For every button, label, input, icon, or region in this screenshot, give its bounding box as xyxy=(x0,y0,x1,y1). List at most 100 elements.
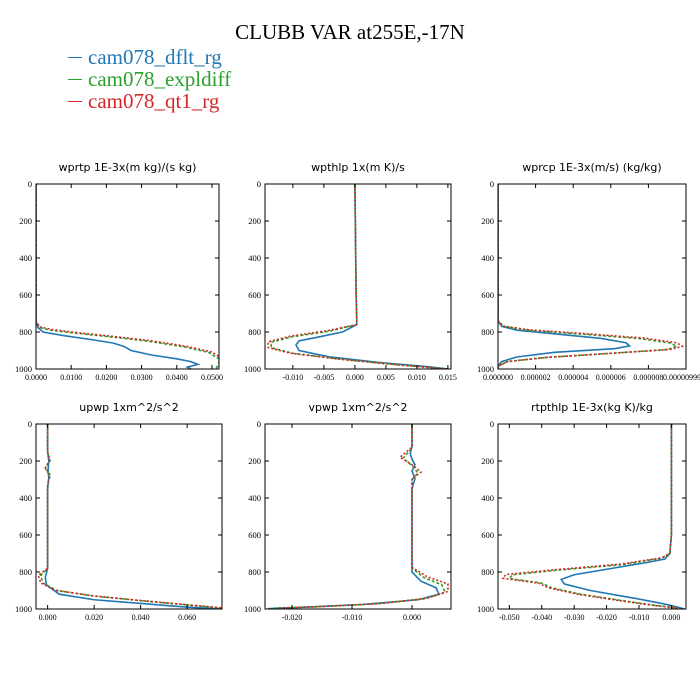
y-tick-label: 800 xyxy=(19,327,32,337)
y-tick-label: 0 xyxy=(257,419,261,429)
y-tick-label: 200 xyxy=(19,216,32,226)
x-tick-label: 0.000004 xyxy=(558,373,588,382)
legend-swatch-1 xyxy=(68,56,82,58)
x-tick-label: -0.050 xyxy=(499,613,520,622)
y-tick-label: 600 xyxy=(481,290,494,300)
panel-title: wprtp 1E-3x(m kg)/(s kg) xyxy=(59,161,197,174)
panel-upwp: upwp 1xm^2/s^2 0 200 400 600 800 1000 0.000 0.02… xyxy=(15,401,223,622)
panel-title: upwp 1xm^2/s^2 xyxy=(79,401,179,414)
plot-frame xyxy=(497,183,687,370)
series-line-cam078_qt1_rg xyxy=(36,184,219,369)
y-tick-label: 600 xyxy=(248,530,261,540)
panel-title: rtpthlp 1E-3x(kg K)/kg xyxy=(531,401,653,414)
y-tick-label: 0 xyxy=(28,419,32,429)
series-line-cam078_dflt_rg xyxy=(36,184,201,369)
panel-title: wprcp 1E-3x(m/s) (kg/kg) xyxy=(522,161,661,174)
series-line-cam078_qt1_rg xyxy=(501,424,678,609)
y-tick-label: 400 xyxy=(248,253,261,263)
x-tick-label: 0.000006 xyxy=(596,373,626,382)
y-tick-label: 600 xyxy=(481,530,494,540)
y-tick-label: 0 xyxy=(28,179,32,189)
x-tick-label: 0.0200 xyxy=(95,373,117,382)
series-line-cam078_expldiff xyxy=(39,424,222,609)
legend-swatch-3 xyxy=(68,100,82,102)
series-line-cam078_qt1_rg xyxy=(498,184,685,369)
legend-swatch-2 xyxy=(68,78,82,80)
x-tick-label: 0.015 xyxy=(439,373,457,382)
legend-entry-3: cam078_qt1_rg xyxy=(68,90,231,112)
series-line-cam078_expldiff xyxy=(36,184,219,369)
figure-title: CLUBB VAR at255E,-17N xyxy=(235,20,465,44)
y-tick-label: 800 xyxy=(19,567,32,577)
y-tick-label: 600 xyxy=(248,290,261,300)
y-tick-label: 200 xyxy=(481,456,494,466)
y-tick-label: 200 xyxy=(248,456,261,466)
x-tick-label: 0.0500 xyxy=(201,373,223,382)
plot-frame xyxy=(497,423,687,610)
panel-title: wpthlp 1x(m K)/s xyxy=(311,161,405,174)
series-line-cam078_qt1_rg xyxy=(37,424,222,609)
legend-label-1: cam078_dflt_rg xyxy=(88,45,222,69)
series-line-cam078_expldiff xyxy=(270,184,448,369)
series-line-cam078_dflt_rg xyxy=(44,424,222,609)
panel-wpthlp: wpthlp 1x(m K)/s 0 200 400 600 800 1000 -0.010 -… xyxy=(244,161,457,382)
x-tick-label: 0.0000 xyxy=(25,373,47,382)
y-tick-label: 600 xyxy=(19,290,32,300)
series-line-cam078_dflt_rg xyxy=(295,184,448,369)
x-tick-label: 0.000002 xyxy=(521,373,551,382)
plot-frame xyxy=(35,423,223,610)
y-tick-label: 0 xyxy=(490,179,494,189)
x-tick-label: 0.000 xyxy=(39,613,57,622)
legend: cam078_dflt_rg cam078_expldiff cam078_qt… xyxy=(68,46,231,112)
panel-rtpthlp: rtpthlp 1E-3x(kg K)/kg02004006008001000-… xyxy=(477,401,687,622)
x-tick-label: -0.020 xyxy=(282,613,303,622)
x-tick-label: 0.0000099999 xyxy=(663,373,700,382)
y-tick-label: 400 xyxy=(19,493,32,503)
y-tick-label: 400 xyxy=(19,253,32,263)
y-tick-label: 1000 xyxy=(477,364,494,374)
panel-title: vpwp 1xm^2/s^2 xyxy=(308,401,407,414)
y-tick-label: 0 xyxy=(257,179,261,189)
x-tick-label: -0.010 xyxy=(629,613,650,622)
x-tick-label: 0.000000 xyxy=(483,373,513,382)
x-tick-label: 0.000008 xyxy=(633,373,663,382)
legend-entry-1: cam078_dflt_rg xyxy=(68,46,231,68)
series-line-cam078_expldiff xyxy=(507,424,678,609)
y-tick-label: 800 xyxy=(481,567,494,577)
x-tick-label: -0.040 xyxy=(531,613,552,622)
legend-entry-2: cam078_expldiff xyxy=(68,68,231,90)
y-tick-label: 1000 xyxy=(244,364,261,374)
y-tick-label: 200 xyxy=(19,456,32,466)
x-tick-label: 0.0100 xyxy=(60,373,82,382)
x-tick-label: 0.0400 xyxy=(166,373,188,382)
x-tick-label: 0.010 xyxy=(408,373,426,382)
x-tick-label: -0.005 xyxy=(314,373,335,382)
y-tick-label: 800 xyxy=(248,567,261,577)
x-tick-label: 0.0300 xyxy=(131,373,153,382)
panel-wprtp: wprtp 1E-3x(m kg)/(s kg) 0 200 400 600 800 100… xyxy=(15,161,223,382)
y-tick-label: 1000 xyxy=(15,604,32,614)
y-tick-label: 800 xyxy=(248,327,261,337)
x-tick-label: -0.010 xyxy=(283,373,304,382)
series-line-cam078_dflt_rg xyxy=(267,424,441,609)
y-tick-label: 1000 xyxy=(244,604,261,614)
y-tick-label: 600 xyxy=(19,530,32,540)
y-tick-label: 0 xyxy=(490,419,494,429)
series-line-cam078_qt1_rg xyxy=(279,424,449,609)
x-tick-label: 0.020 xyxy=(85,613,103,622)
series-line-cam078_dflt_rg xyxy=(559,424,685,609)
panel-wprcp: wprcp 1E-3x(m/s) (kg/kg) 0 200 400 600 800 100… xyxy=(477,161,700,382)
series-line-cam078_expldiff xyxy=(273,424,447,609)
plot-frame xyxy=(264,423,452,610)
x-tick-label: 0.040 xyxy=(132,613,150,622)
y-tick-label: 800 xyxy=(481,327,494,337)
y-tick-label: 400 xyxy=(481,493,494,503)
y-tick-label: 400 xyxy=(248,493,261,503)
x-tick-label: 0.060 xyxy=(178,613,196,622)
panel-vpwp: vpwp 1xm^2/s^2 0 200 400 600 800 1000 -0.020 -0.… xyxy=(244,401,452,622)
series-line-cam078_qt1_rg xyxy=(267,184,448,369)
x-tick-label: 0.005 xyxy=(377,373,395,382)
y-tick-label: 200 xyxy=(248,216,261,226)
x-tick-label: -0.020 xyxy=(596,613,617,622)
series-line-cam078_dflt_rg xyxy=(498,184,632,369)
